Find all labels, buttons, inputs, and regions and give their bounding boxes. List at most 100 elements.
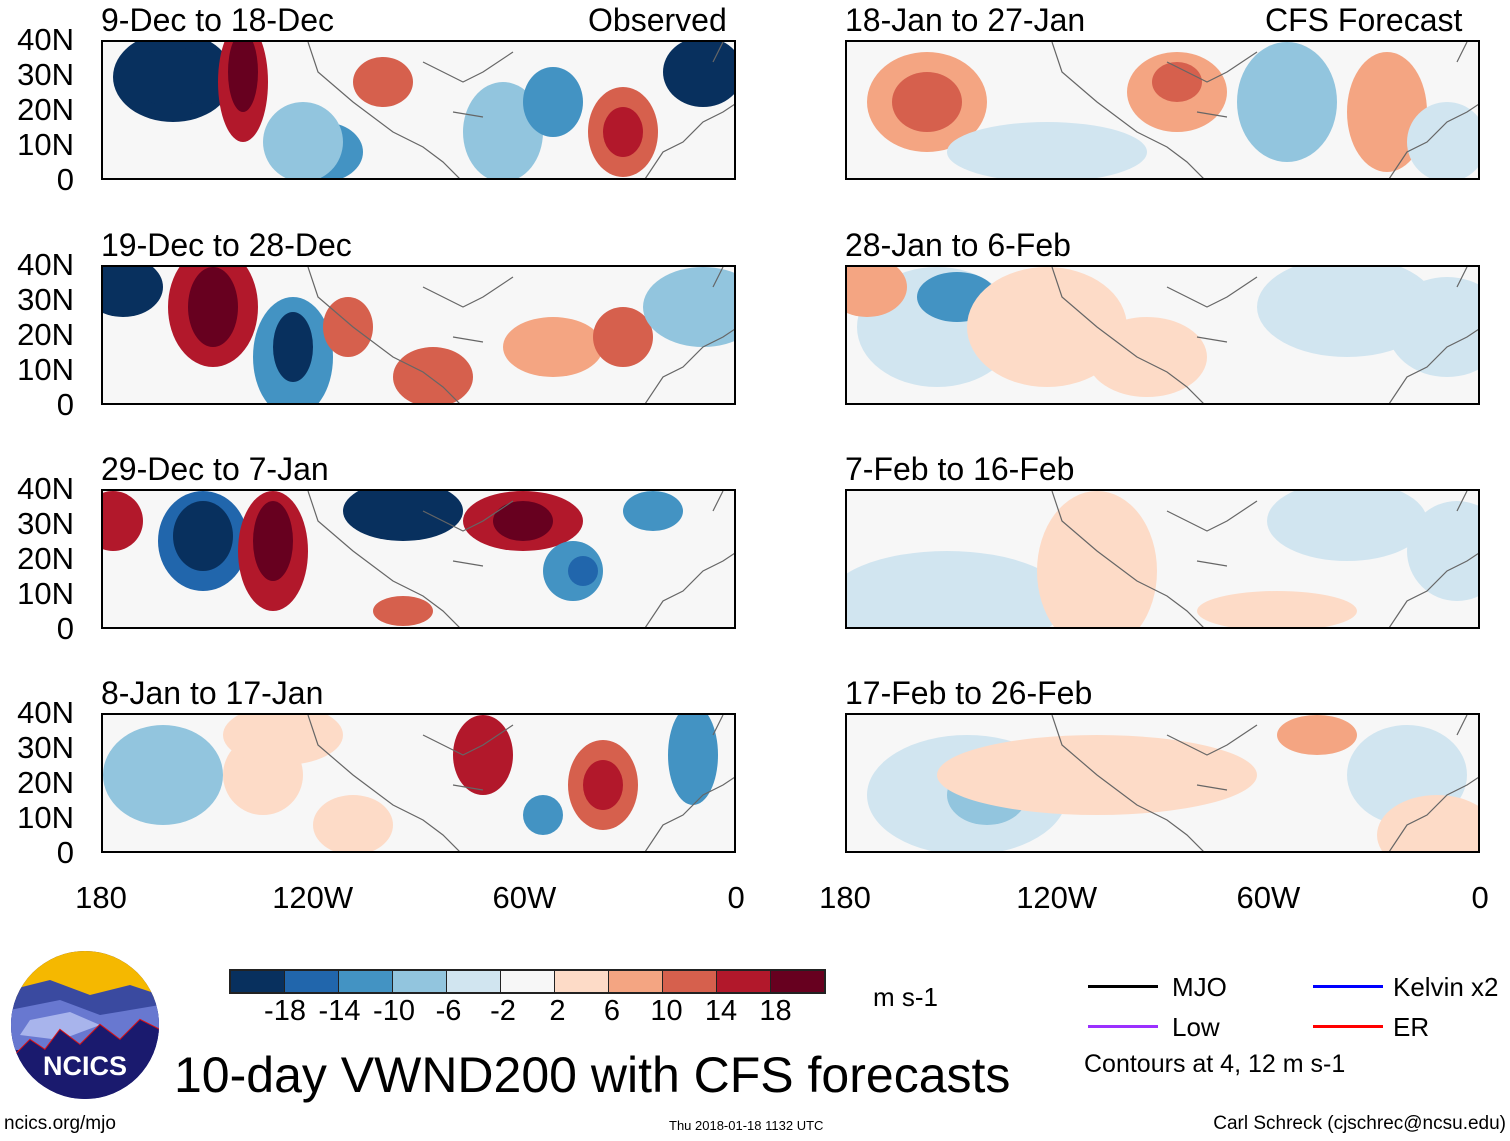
colorbar-label: 14	[704, 995, 738, 1027]
y-tick-label: 30N	[17, 730, 74, 765]
map-panel	[101, 713, 736, 853]
colorbar-swatch	[717, 971, 771, 992]
legend-line-mjo	[1088, 985, 1158, 988]
y-tick-label: 0	[56, 611, 74, 646]
footer-url[interactable]: ncics.org/mjo	[4, 1113, 116, 1134]
anomaly-region	[1277, 715, 1357, 755]
x-tick-label: 120W	[272, 880, 354, 915]
panel-title: 8-Jan to 17-Jan	[101, 675, 324, 711]
anomaly-region	[603, 107, 643, 157]
anomaly-region	[1407, 102, 1478, 178]
anomaly-region	[643, 267, 734, 347]
colorbar-label: 6	[603, 995, 621, 1027]
x-tick-label: 0	[1471, 880, 1489, 915]
anomaly-region	[263, 102, 343, 178]
y-tick-label: 0	[56, 387, 74, 422]
x-tick-label: 0	[727, 880, 745, 915]
coastline	[307, 491, 734, 627]
legend-kelvin: Kelvin x2	[1393, 972, 1499, 1002]
colorbar-swatch	[663, 971, 717, 992]
colorbar-swatch	[339, 971, 393, 992]
anomaly-region	[1087, 317, 1207, 397]
colorbar-label: -10	[373, 995, 415, 1027]
anomaly-region	[373, 596, 433, 626]
anomaly-region	[313, 795, 393, 851]
anomaly-region	[103, 267, 163, 317]
anomaly-region	[1037, 491, 1157, 627]
anomaly-region	[353, 57, 413, 107]
colorbar	[229, 969, 826, 994]
anomaly-region	[1407, 501, 1478, 601]
panel-title: 28-Jan to 6-Feb	[845, 227, 1071, 263]
coastline	[1051, 42, 1478, 178]
y-tick-label: 10N	[17, 576, 74, 611]
y-tick-label: 40N	[17, 22, 74, 57]
map-panel	[845, 489, 1480, 629]
colorbar-swatch	[609, 971, 663, 992]
y-tick-label: 30N	[17, 506, 74, 541]
coastline	[307, 715, 734, 851]
y-tick-label: 10N	[17, 352, 74, 387]
map-panel	[101, 40, 736, 180]
map-panel	[845, 713, 1480, 853]
anomaly-region	[663, 42, 734, 107]
legend-line-low	[1088, 1025, 1158, 1028]
anomaly-region	[103, 491, 143, 551]
y-tick-label: 30N	[17, 282, 74, 317]
anomaly-region	[523, 67, 583, 137]
y-tick-label: 40N	[17, 247, 74, 282]
x-tick-label: 60W	[492, 880, 557, 915]
panel-title: 18-Jan to 27-Jan	[845, 2, 1086, 38]
coastline	[1051, 491, 1478, 627]
coastline	[307, 267, 734, 403]
colorbar-label: 2	[549, 995, 566, 1027]
anomaly-region	[463, 82, 543, 178]
legend-low: Low	[1172, 1012, 1220, 1042]
footer-author: Carl Schreck (cjschrec@ncsu.edu)	[1213, 1113, 1506, 1134]
anomaly-region	[503, 317, 603, 377]
figure-title: 10-day VWND200 with CFS forecasts	[174, 1047, 1011, 1103]
y-tick-label: 0	[56, 162, 74, 197]
legend-er: ER	[1393, 1012, 1430, 1042]
x-tick-label: 60W	[1236, 880, 1301, 915]
coastline	[1051, 715, 1478, 851]
legend-mjo: MJO	[1172, 972, 1227, 1002]
anomaly-region	[1377, 795, 1478, 851]
ncics-logo: NCICS	[11, 951, 159, 1099]
anomaly-region	[103, 725, 223, 825]
anomaly-region	[847, 267, 907, 317]
colorbar-label: -6	[435, 995, 462, 1027]
anomaly-region	[1237, 42, 1337, 162]
anomaly-region	[343, 491, 463, 541]
anomaly-region	[583, 760, 623, 810]
footer-timestamp: Thu 2018-01-18 1132 UTC	[669, 1118, 824, 1133]
y-tick-label: 20N	[17, 92, 74, 127]
colorbar-swatch	[447, 971, 501, 992]
anomaly-region	[253, 501, 293, 581]
colorbar-swatch	[285, 971, 339, 992]
colorbar-label: 10	[650, 995, 683, 1027]
colorbar-label: 18	[759, 995, 792, 1027]
x-tick-label: 120W	[1016, 880, 1098, 915]
y-tick-label: 10N	[17, 800, 74, 835]
coastline	[1051, 267, 1478, 403]
colorbar-label: -14	[318, 995, 361, 1027]
x-tick-label: 180	[75, 880, 127, 915]
panel-title: 17-Feb to 26-Feb	[845, 675, 1093, 711]
anomaly-region	[173, 501, 233, 571]
anomaly-region	[273, 312, 313, 382]
x-tick-label: 180	[819, 880, 871, 915]
anomaly-region	[847, 551, 1067, 627]
anomaly-region	[323, 297, 373, 357]
y-tick-label: 20N	[17, 317, 74, 352]
colorbar-swatch	[771, 971, 824, 992]
anomaly-region	[133, 47, 213, 107]
y-tick-label: 0	[56, 835, 74, 870]
y-tick-label: 30N	[17, 57, 74, 92]
column-label-observed: Observed	[588, 2, 727, 38]
colorbar-swatch	[555, 971, 609, 992]
y-tick-label: 20N	[17, 765, 74, 800]
legend-line-kelvin	[1313, 985, 1383, 988]
colorbar-swatch	[393, 971, 447, 992]
